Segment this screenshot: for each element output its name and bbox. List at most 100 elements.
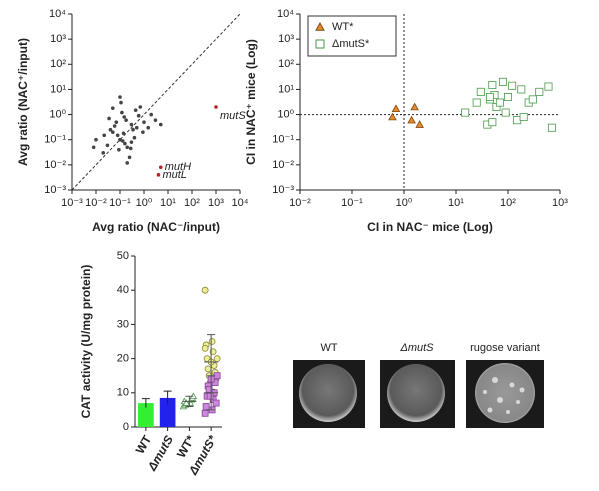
- point: [485, 92, 494, 101]
- x-tick-label: 10⁴: [232, 197, 249, 209]
- point: [136, 113, 141, 118]
- point: [211, 379, 219, 386]
- point: [212, 399, 220, 407]
- point: [498, 77, 507, 86]
- y-tick-label: 10¹: [50, 83, 66, 95]
- legend-label: WT*: [332, 21, 354, 33]
- image-label: ΔmutS: [399, 342, 434, 354]
- y-tick-label: 20: [117, 353, 129, 365]
- point: [201, 409, 209, 417]
- y-tick-label: 10²: [50, 58, 66, 70]
- point: [102, 133, 107, 138]
- point: [461, 108, 470, 117]
- point: [214, 105, 218, 109]
- y-tick-label: 40: [117, 284, 129, 296]
- point: [547, 123, 556, 132]
- point: [138, 105, 143, 109]
- point: [134, 125, 139, 130]
- point: [204, 365, 212, 373]
- error-bar: [141, 398, 150, 408]
- point: [158, 122, 163, 127]
- colony-images: WT ΔmutS rugose variant: [293, 342, 544, 428]
- point: [182, 399, 191, 406]
- point: [119, 100, 123, 105]
- point: [105, 143, 110, 148]
- point: [495, 98, 504, 107]
- x-tick-label: 10²: [184, 197, 200, 209]
- point: [124, 118, 128, 122]
- point: [118, 95, 122, 99]
- point: [125, 161, 130, 165]
- point: [213, 355, 221, 363]
- wrinkles: [483, 377, 525, 414]
- x-tick-label: WT: [133, 433, 155, 457]
- point: [202, 403, 210, 410]
- y-tick-label: 10⁻¹: [272, 134, 294, 146]
- y-tick-label: 10³: [50, 33, 66, 45]
- point: [118, 137, 122, 142]
- y-tick-label: 10⁻²: [272, 159, 294, 171]
- y-tick-label: 10⁰: [277, 108, 294, 120]
- point: [528, 95, 537, 104]
- point: [488, 81, 497, 90]
- point: [115, 133, 120, 138]
- y-tick-label: 10⁴: [277, 8, 294, 20]
- point: [206, 392, 214, 400]
- point: [142, 120, 146, 124]
- y-axis-title: CAT activity (U/mg protein): [79, 265, 93, 419]
- point: [158, 165, 163, 170]
- point: [153, 118, 158, 122]
- legend-box: [307, 15, 397, 57]
- y-tick-label: 10⁻²: [44, 159, 66, 171]
- x-tick-label: 10⁻³: [61, 197, 83, 209]
- point: [407, 115, 416, 124]
- point: [120, 139, 125, 143]
- point: [110, 106, 115, 110]
- point: [129, 140, 134, 144]
- point: [125, 145, 130, 150]
- point: [517, 85, 526, 94]
- point: [131, 127, 135, 132]
- point: [114, 120, 119, 124]
- point: [133, 108, 138, 112]
- point: [149, 112, 154, 117]
- point-label: mutH: [165, 161, 191, 173]
- image-label: WT: [320, 342, 337, 354]
- error-bar: [182, 395, 197, 407]
- point: [123, 141, 127, 146]
- point: [129, 122, 134, 127]
- point: [415, 120, 424, 128]
- point: [107, 116, 111, 121]
- y-tick-label: 10⁻¹: [44, 134, 66, 146]
- point: [101, 151, 106, 155]
- x-tick-label: 10³: [552, 197, 568, 209]
- error-bar: [204, 375, 219, 411]
- legend-label: ΔmutS*: [332, 38, 370, 50]
- y-tick-label: 10⁰: [49, 108, 66, 120]
- point: [201, 344, 209, 352]
- point: [156, 173, 161, 177]
- x-tick-label: 10⁻²: [289, 197, 311, 209]
- point: [519, 113, 528, 122]
- x-tick-label: 10⁰: [396, 197, 413, 209]
- point: [535, 87, 544, 96]
- point: [108, 127, 113, 132]
- y-tick-label: 10⁻³: [272, 184, 294, 196]
- x-axis-title: CI in NAC⁻ mice (Log): [367, 220, 493, 234]
- error-bar: [204, 334, 219, 390]
- diagonal-line: [71, 13, 241, 191]
- point: [544, 82, 553, 91]
- point: [503, 92, 512, 101]
- point-label: mutL: [162, 169, 186, 181]
- x-tick-label: 10³: [208, 197, 224, 209]
- x-tick-label: 10¹: [160, 197, 176, 209]
- y-tick-label: 10⁴: [49, 8, 66, 20]
- point: [110, 130, 115, 134]
- x-tick-label: 10⁻²: [85, 197, 107, 209]
- point: [476, 87, 485, 96]
- legend-marker: [315, 39, 325, 49]
- point: [508, 81, 517, 90]
- point: [410, 102, 419, 111]
- y-tick-label: 10¹: [278, 83, 294, 95]
